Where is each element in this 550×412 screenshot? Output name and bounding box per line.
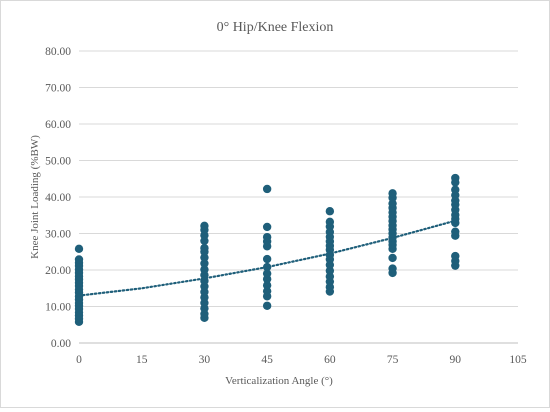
- data-point: [262, 254, 272, 264]
- x-tick-label: 90: [450, 354, 462, 366]
- data-point: [74, 244, 84, 254]
- data-point: [262, 286, 272, 296]
- data-point: [262, 269, 272, 278]
- y-tick-label: 60.00: [45, 119, 71, 131]
- data-point: [262, 184, 272, 194]
- data-points: [74, 173, 460, 327]
- y-tick-labels: 0.00 10.00 20.00 30.00 40.00 50.00 60.00 70.00 8…: [45, 46, 71, 350]
- data-point: [262, 262, 272, 272]
- y-axis-label: Knee Joint Loading (%BW): [29, 135, 41, 259]
- data-point: [388, 189, 397, 198]
- data-point: [325, 266, 335, 275]
- x-tick-label: 75: [387, 354, 399, 366]
- x-tick-label: 60: [324, 354, 336, 366]
- data-point: [200, 259, 209, 268]
- x-tick-label: 0: [76, 354, 82, 366]
- data-point: [451, 173, 460, 183]
- chart-title: 0° Hip/Knee Flexion: [217, 20, 334, 35]
- data-point: [74, 255, 84, 264]
- data-point: [262, 222, 272, 232]
- data-point: [262, 281, 272, 290]
- data-point: [200, 276, 209, 286]
- x-tick-label: 30: [199, 354, 211, 366]
- data-point: [325, 207, 335, 216]
- data-point: [325, 217, 335, 227]
- x-tick-labels: 0 15 30 45 60 75 90 105: [76, 354, 527, 366]
- data-point: [451, 227, 460, 236]
- data-point: [388, 199, 397, 208]
- y-tick-label: 30.00: [45, 229, 71, 241]
- data-point: [451, 251, 460, 261]
- y-tick-label: 50.00: [45, 156, 71, 168]
- y-tick-label: 20.00: [45, 265, 71, 277]
- x-tick-label: 45: [261, 354, 273, 366]
- data-point: [388, 253, 397, 263]
- y-tick-label: 0.00: [51, 338, 71, 350]
- data-point: [200, 265, 209, 274]
- data-point: [200, 253, 209, 262]
- y-tick-label: 40.00: [45, 192, 71, 204]
- data-point: [325, 272, 335, 281]
- data-point: [262, 232, 272, 242]
- y-tick-label: 80.00: [45, 46, 71, 58]
- gridlines: [79, 50, 518, 344]
- x-tick-label: 15: [136, 354, 148, 366]
- data-point: [200, 221, 209, 231]
- y-tick-label: 70.00: [45, 83, 71, 95]
- data-point: [388, 264, 397, 273]
- data-point: [200, 243, 209, 253]
- data-point: [451, 185, 460, 194]
- x-tick-label: 105: [509, 354, 527, 366]
- data-point: [262, 301, 272, 310]
- y-tick-label: 10.00: [45, 302, 71, 314]
- x-axis-label: Verticalization Angle (°): [225, 375, 333, 387]
